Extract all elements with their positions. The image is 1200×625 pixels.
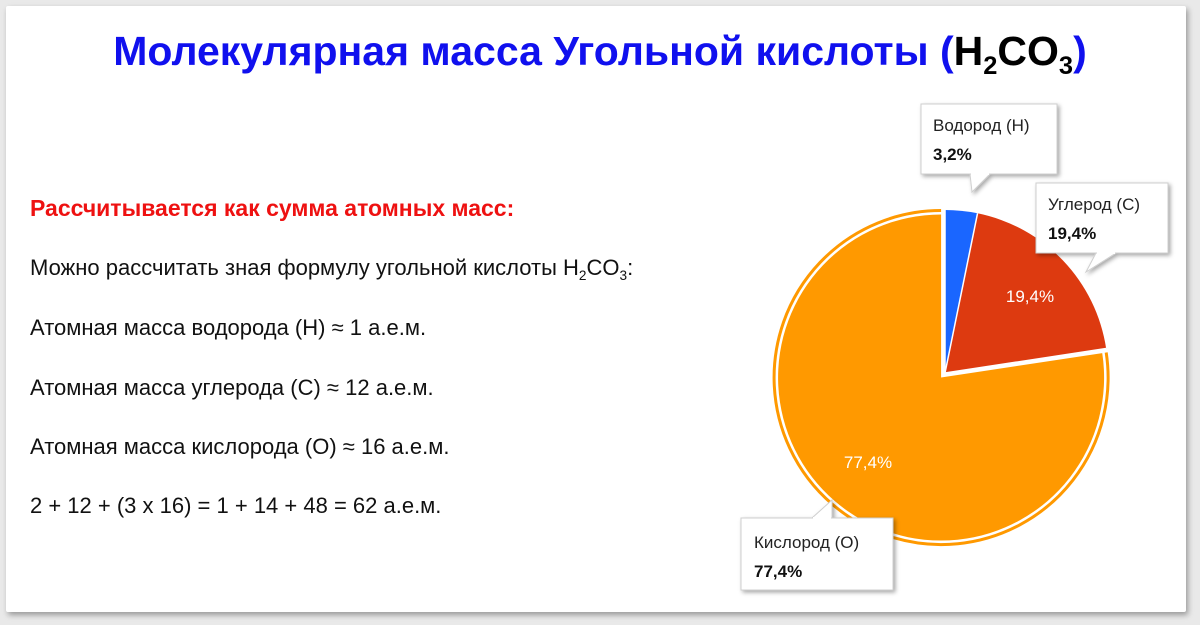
callout-box [740,517,894,591]
pie-slice-2 [778,214,1105,541]
callout-0 [920,103,1058,194]
title-formula-h-sub: 2 [983,51,998,80]
callout-box [920,103,1058,175]
calculation-heading: Рассчитывается как сумма атомных масс: [30,195,515,221]
callout-category-label: Кислород (O) [754,533,859,552]
pie-slice-separator [944,347,1107,374]
pie-slice-separator [944,213,979,374]
callout-category-label: Водород (H) [933,116,1030,135]
callout-1 [1035,182,1169,274]
callout-tail [1084,252,1118,274]
pie-inner-labels: 19,4% 77,4% [844,287,1054,472]
title-formula-h: H [953,28,984,74]
oxygen-mass-line: Атомная масса кислорода (O) ≈ 16 а.е.м. [30,434,450,459]
pie-slice-1 [945,213,1107,373]
formula-line: Можно рассчитать зная формулу угольной к… [30,255,634,283]
callout-tail [969,173,992,194]
pie-inner-label-1: 19,4% [1006,287,1054,306]
title-formula: H2CO3 [953,28,1073,79]
pie-inner-label-2: 77,4% [844,453,892,472]
total-mass-line: 2 + 12 + (3 x 16) = 1 + 14 + 48 = 62 а.е… [30,493,442,518]
formula-line-co: CO [586,255,620,280]
pie-slices [772,209,1110,547]
formula-line-sub-o: 3 [619,267,628,283]
title-formula-co-sub: 3 [1058,51,1074,80]
callout-value-label: 3,2% [933,145,972,164]
callout-tail [810,498,833,519]
formula-line-text: Можно рассчитать зная формулу угольной к… [30,255,579,280]
carbon-mass-line: Атомная масса углерода (C) ≈ 12 а.е.м. [30,375,434,400]
formula-line-colon: : [627,255,634,280]
slide-title: Молекулярная масса Угольной кислоты (H2C… [0,28,1200,79]
title-text: Молекулярная масса Угольной кислоты ( [113,28,954,74]
callout-box [1035,182,1169,254]
formula-line-sub-h: 2 [578,267,587,283]
callout-category-label: Углерод (C) [1048,195,1140,214]
title-close: ) [1073,28,1087,74]
callout-2 [740,498,894,591]
title-formula-co: CO [997,28,1059,74]
pie-callouts: Водород (H) 3,2% Углерод (C) 19,4% Кислород … [740,103,1169,591]
hydrogen-mass-line: Атомная масса водорода (H) ≈ 1 а.е.м. [30,315,427,340]
callout-value-label: 19,4% [1048,224,1096,243]
callout-value-label: 77,4% [754,562,802,581]
